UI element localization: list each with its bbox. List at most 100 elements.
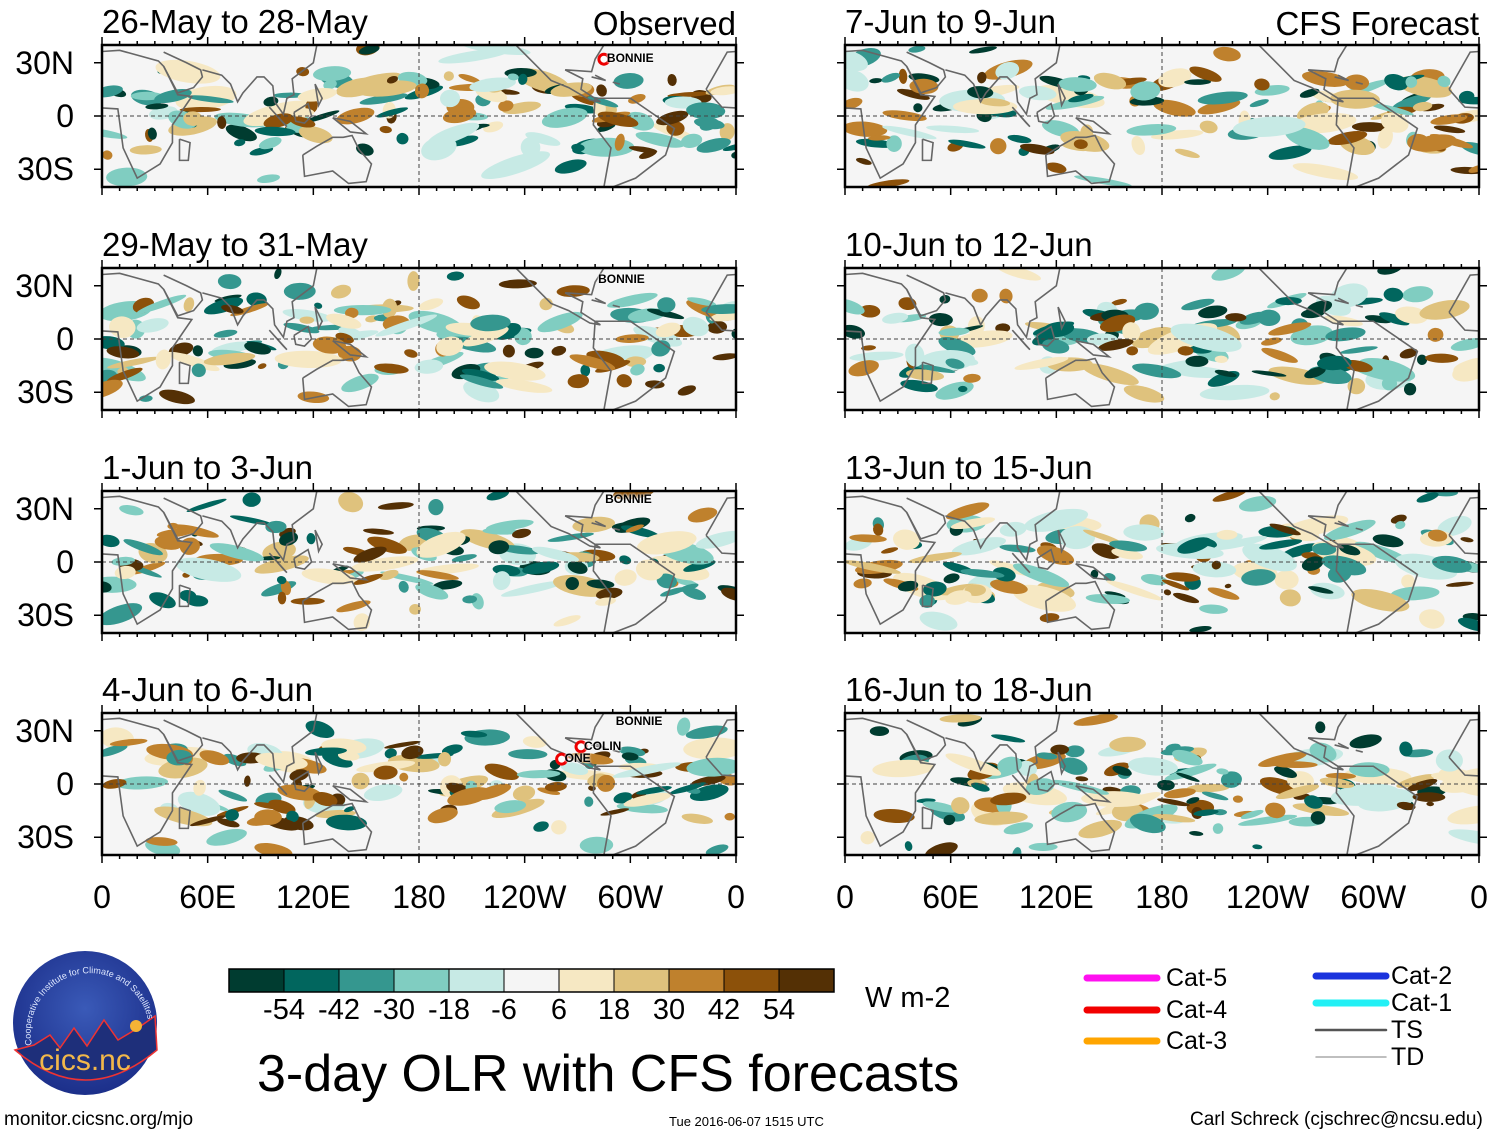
- colorbar-units: W m-2: [865, 982, 951, 1014]
- olr-anomaly-contour: [1214, 369, 1237, 378]
- olr-anomaly-contour: [1073, 139, 1088, 150]
- olr-anomaly-contour: [442, 107, 477, 124]
- olr-anomaly-contour: [376, 107, 409, 118]
- coastline: [1044, 580, 1116, 631]
- olr-anomaly-contour: [356, 72, 401, 85]
- olr-anomaly-contour: [676, 717, 691, 736]
- olr-anomaly-contour: [945, 590, 972, 605]
- olr-anomaly-contour: [149, 592, 176, 609]
- coastline: [798, 720, 837, 761]
- olr-anomaly-contour: [234, 139, 246, 147]
- coastline: [1036, 102, 1056, 124]
- svg-text:cics.nc: cics.nc: [39, 1044, 131, 1077]
- coastline: [813, 362, 824, 383]
- olr-anomaly-contour: [681, 813, 713, 824]
- olr-anomaly-contour: [1003, 822, 1034, 835]
- olr-anomaly-contour: [1197, 91, 1248, 105]
- olr-anomaly-contour: [919, 611, 958, 631]
- coastline: [1011, 774, 1031, 796]
- coastline: [332, 339, 369, 358]
- olr-anomaly-contour: [974, 811, 1028, 825]
- olr-anomaly-contour: [990, 579, 1028, 594]
- olr-anomaly-contour: [1379, 312, 1410, 326]
- coastline: [845, 495, 937, 626]
- coastline: [178, 584, 191, 608]
- olr-anomaly-contour: [1042, 339, 1070, 354]
- olr-anomaly-contour: [853, 578, 872, 589]
- colorbar-tick-label: -6: [491, 994, 517, 1026]
- olr-anomaly-contour: [217, 116, 227, 129]
- olr-anomaly-contour: [373, 765, 398, 780]
- storm-label: ONE: [564, 751, 591, 766]
- olr-anomaly-contour: [1081, 791, 1149, 808]
- olr-anomaly-contour: [635, 559, 664, 581]
- olr-anomaly-contour: [595, 587, 623, 600]
- coastline: [162, 719, 204, 762]
- olr-anomaly-contour: [1020, 143, 1055, 155]
- lon-label: 60W: [1340, 879, 1407, 915]
- olr-anomaly-contour: [1197, 99, 1241, 115]
- olr-anomaly-contour: [484, 763, 519, 780]
- coastline: [314, 83, 324, 108]
- olr-anomaly-contour: [167, 351, 220, 372]
- lat-label: 30S: [17, 819, 74, 856]
- olr-anomaly-contour: [1211, 268, 1246, 281]
- coastline: [905, 719, 947, 762]
- olr-anomaly-contour: [938, 337, 976, 356]
- olr-anomaly-contour: [913, 364, 956, 373]
- olr-anomaly-contour: [1431, 771, 1479, 785]
- olr-anomaly-contour: [533, 821, 549, 832]
- olr-anomaly-contour: [1259, 539, 1303, 550]
- map-panel: [837, 705, 1487, 863]
- olr-anomaly-contour: [667, 73, 677, 86]
- coastline: [1036, 325, 1056, 347]
- olr-anomaly-contour: [1419, 300, 1470, 320]
- olr-anomaly-contour: [1403, 382, 1417, 396]
- olr-anomaly-contour: [1024, 508, 1089, 532]
- coastline: [1075, 562, 1112, 581]
- coastline: [798, 52, 837, 93]
- olr-anomaly-contour: [439, 89, 461, 108]
- olr-anomaly-contour: [869, 726, 890, 737]
- olr-anomaly-contour: [1330, 89, 1380, 109]
- coastline: [1355, 81, 1363, 85]
- olr-anomaly-contour: [516, 770, 561, 779]
- olr-anomaly-contour: [115, 776, 169, 790]
- olr-anomaly-contour: [1045, 95, 1105, 110]
- olr-anomaly-contour: [547, 532, 594, 542]
- lon-label: 120W: [482, 879, 567, 915]
- olr-anomaly-contour: [637, 531, 697, 555]
- olr-anomaly-contour: [1416, 492, 1439, 503]
- coastline: [905, 274, 947, 317]
- olr-anomaly-contour: [1372, 534, 1404, 548]
- olr-anomaly-contour: [203, 352, 256, 366]
- olr-anomaly-contour: [1189, 831, 1204, 836]
- olr-anomaly-contour: [254, 802, 281, 810]
- footer-timestamp: Tue 2016-06-07 1515 UTC: [669, 1114, 824, 1129]
- coastline: [102, 717, 194, 848]
- footer-url[interactable]: monitor.cicsnc.org/mjo: [4, 1109, 194, 1130]
- olr-anomaly-contour: [498, 100, 514, 112]
- olr-anomaly-contour: [384, 748, 397, 759]
- olr-anomaly-contour: [363, 784, 403, 802]
- olr-anomaly-contour: [1018, 85, 1057, 101]
- olr-anomaly-contour: [977, 71, 987, 84]
- olr-anomaly-contour: [1216, 768, 1229, 775]
- colorbar-swatch: [558, 968, 615, 993]
- storm-label: COLIN: [584, 738, 622, 753]
- olr-anomaly-contour: [276, 576, 287, 585]
- olr-anomaly-contour: [1445, 581, 1474, 587]
- coastline: [591, 520, 607, 528]
- olr-anomaly-contour: [1153, 99, 1196, 117]
- coastline: [1057, 529, 1067, 554]
- olr-anomaly-contour: [432, 579, 463, 590]
- olr-anomaly-contour: [458, 74, 481, 84]
- olr-anomaly-contour: [469, 77, 516, 93]
- olr-anomaly-contour: [971, 288, 988, 303]
- olr-anomaly-contour: [845, 121, 888, 137]
- olr-anomaly-contour: [1406, 778, 1438, 792]
- coastline: [162, 51, 204, 94]
- coastline: [845, 717, 937, 848]
- olr-anomaly-contour: [451, 554, 477, 562]
- storm-marker-icon: [555, 752, 569, 766]
